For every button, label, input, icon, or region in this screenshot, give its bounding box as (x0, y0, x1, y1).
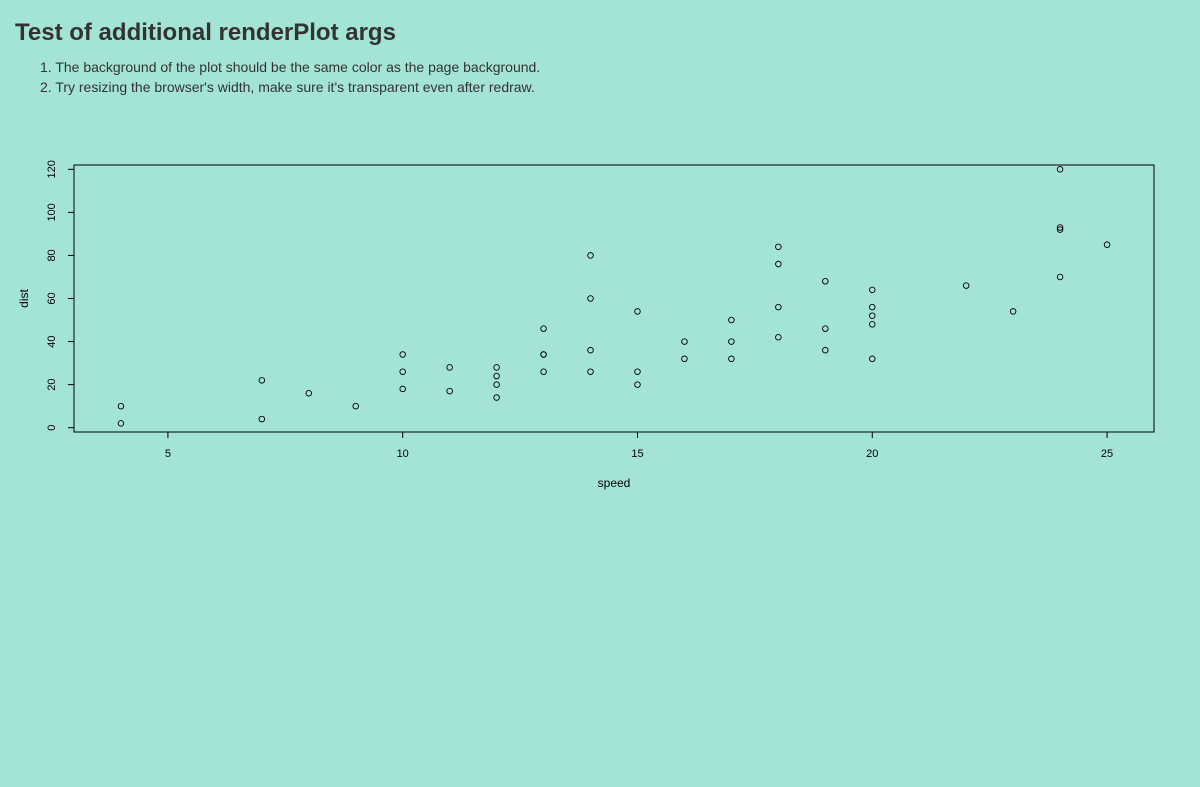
data-points (117, 166, 1111, 427)
data-point (587, 252, 594, 259)
data-point (117, 402, 125, 410)
data-point (869, 303, 876, 311)
data-point (822, 278, 829, 285)
x-axis: 5 10 15 20 25 (165, 431, 1113, 460)
data-point (493, 372, 500, 380)
data-point (634, 308, 641, 315)
data-point (540, 325, 547, 332)
data-point (399, 351, 406, 358)
plot-frame (73, 164, 1155, 433)
data-point (1056, 224, 1064, 231)
x-tick-label: 10 (397, 448, 409, 460)
data-point (634, 368, 641, 375)
data-point (728, 338, 735, 345)
data-point (258, 377, 266, 384)
data-point (962, 282, 970, 289)
data-point (399, 385, 406, 393)
data-point (446, 387, 453, 395)
data-point (493, 381, 500, 388)
data-point (399, 368, 406, 375)
data-point (822, 346, 829, 354)
data-point (540, 351, 547, 358)
data-point (681, 338, 688, 345)
data-point (1056, 166, 1064, 173)
y-tick-label: 80 (46, 249, 58, 261)
y-tick-label: 100 (46, 203, 58, 221)
data-point (540, 368, 547, 375)
x-tick-label: 15 (631, 448, 643, 460)
instruction-item: 2. Try resizing the browser's width, mak… (40, 79, 535, 95)
data-point (493, 364, 500, 371)
data-point (1056, 273, 1064, 281)
y-tick-label: 40 (46, 335, 58, 347)
x-tick-label: 25 (1101, 448, 1113, 460)
data-point (869, 321, 876, 328)
data-point (446, 364, 453, 371)
data-point (728, 355, 735, 363)
instruction-item: 1. The background of the plot should be … (40, 59, 541, 75)
data-point (1009, 308, 1017, 315)
data-point (775, 334, 782, 341)
data-point (493, 394, 500, 401)
data-point (869, 312, 876, 319)
data-point (775, 303, 782, 311)
y-axis-label: dist (17, 289, 31, 308)
y-tick-label: 0 (46, 425, 58, 431)
y-tick-label: 60 (46, 292, 58, 304)
data-point (587, 368, 594, 375)
data-point (258, 415, 266, 423)
y-tick-label: 120 (46, 160, 58, 178)
x-axis-label: speed (598, 476, 631, 490)
data-point (681, 355, 688, 363)
data-point (869, 355, 876, 363)
x-tick-label: 20 (866, 448, 878, 460)
data-point (1103, 241, 1111, 248)
data-point (117, 420, 125, 427)
y-axis: 0 20 40 60 80 100 120 (46, 160, 75, 431)
data-point (634, 381, 641, 388)
data-point (352, 402, 359, 410)
data-point (822, 325, 829, 332)
data-point (775, 243, 782, 251)
data-point (305, 389, 313, 397)
scatter-plot: 5 10 15 20 25 0 20 40 60 80 100 120 speed dist (17, 160, 1155, 490)
page-title: Test of additional renderPlot args (15, 19, 396, 46)
instruction-list: 1. The background of the plot should be … (40, 57, 540, 97)
x-tick-label: 5 (165, 448, 171, 460)
data-point (587, 346, 594, 354)
data-point (728, 316, 735, 324)
data-point (775, 260, 782, 268)
y-tick-label: 20 (46, 379, 58, 391)
data-point (587, 295, 594, 302)
data-point (869, 286, 876, 294)
data-point (1056, 226, 1064, 233)
